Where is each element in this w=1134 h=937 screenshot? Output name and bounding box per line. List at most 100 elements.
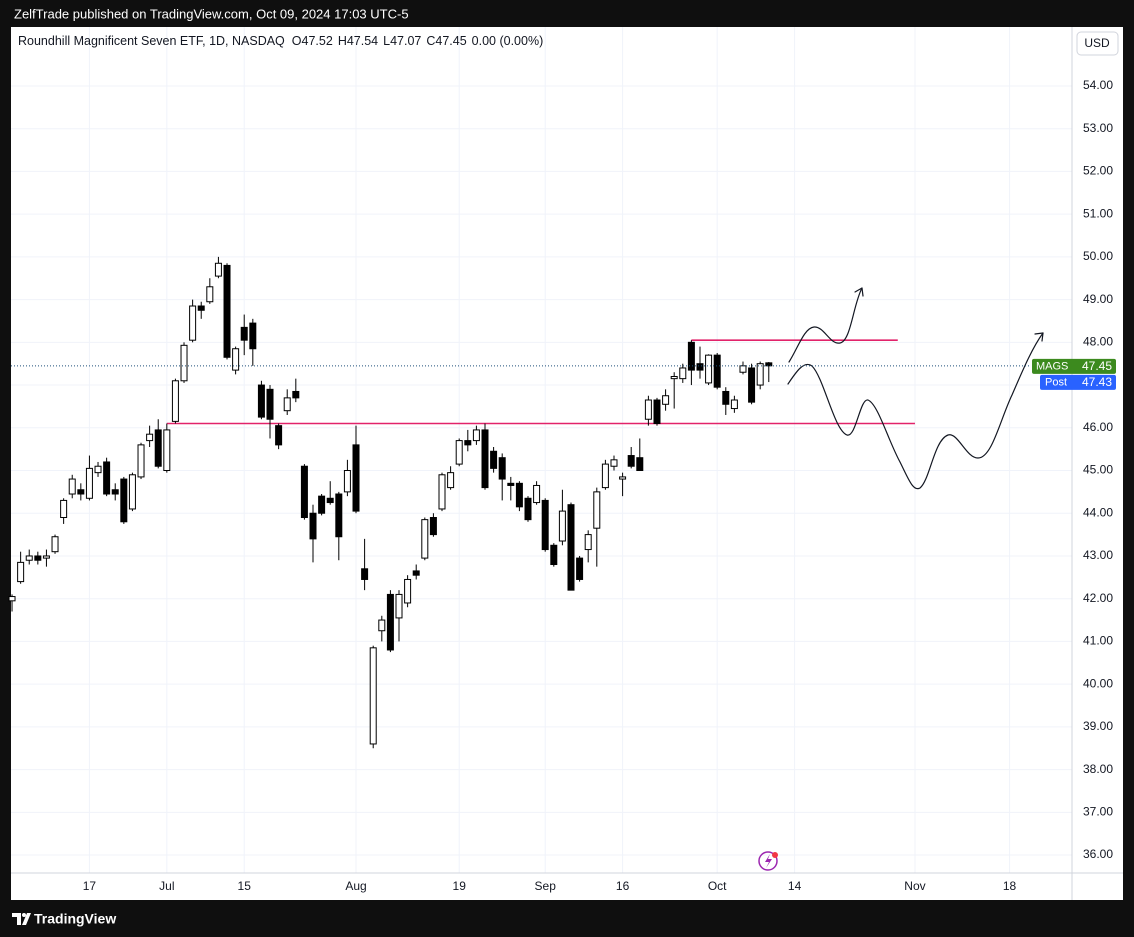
candle-body bbox=[68, 478, 76, 495]
candle-body bbox=[636, 457, 644, 472]
x-tick-label: 14 bbox=[788, 879, 802, 893]
currency[interactable]: USD bbox=[1084, 36, 1110, 50]
symbol-badge bbox=[1032, 358, 1116, 374]
candle-body bbox=[111, 489, 119, 495]
candle-body bbox=[94, 465, 102, 474]
x-tick-label: Nov bbox=[904, 879, 925, 893]
ohlc-key: O bbox=[292, 34, 302, 48]
candle-body bbox=[533, 484, 541, 504]
candle-body bbox=[369, 647, 377, 745]
candle-body bbox=[670, 376, 678, 380]
y-tick-label: 52.00 bbox=[1083, 164, 1113, 178]
candle-body bbox=[352, 444, 360, 512]
candle-body bbox=[730, 399, 738, 410]
candle-body bbox=[85, 467, 93, 499]
candle-body bbox=[739, 365, 747, 373]
candle-body bbox=[300, 465, 308, 519]
candle-body bbox=[644, 399, 652, 420]
ohlc-key: L bbox=[383, 34, 390, 48]
candle-body bbox=[515, 482, 523, 508]
candle-body bbox=[412, 570, 420, 576]
candle-body bbox=[146, 433, 154, 442]
candle-body bbox=[507, 482, 515, 486]
y-tick-label: 38.00 bbox=[1083, 762, 1113, 776]
y-tick-label: 46.00 bbox=[1083, 420, 1113, 434]
candle-body bbox=[627, 455, 635, 467]
y-tick-label: 44.00 bbox=[1083, 505, 1113, 519]
y-tick-label: 51.00 bbox=[1083, 206, 1113, 220]
candle-body bbox=[455, 440, 463, 465]
candle-body bbox=[335, 493, 343, 538]
candle-body bbox=[60, 499, 68, 519]
y-tick-label: 43.00 bbox=[1083, 548, 1113, 562]
post-price: 47.43 bbox=[1082, 375, 1112, 389]
candle-body bbox=[120, 478, 128, 523]
candle-body bbox=[662, 395, 670, 405]
y-tick-label: 36.00 bbox=[1083, 847, 1113, 861]
footer-brand: TradingView bbox=[34, 911, 116, 927]
x-tick-label: Jul bbox=[159, 879, 174, 893]
candle-body bbox=[266, 388, 274, 420]
icon-ring bbox=[758, 851, 778, 871]
ohlc-value: 47.07 bbox=[390, 34, 421, 48]
candle-body bbox=[498, 457, 506, 480]
candle-body bbox=[17, 561, 25, 583]
candle-body bbox=[189, 305, 197, 341]
currency-box[interactable] bbox=[1076, 31, 1119, 56]
candle-body bbox=[171, 380, 179, 422]
ohlc-key: C bbox=[426, 34, 435, 48]
candle-body bbox=[232, 348, 240, 371]
icon-bolt bbox=[765, 854, 772, 868]
x-tick-label: 16 bbox=[616, 879, 630, 893]
alert-icon[interactable] bbox=[758, 851, 778, 871]
candle-body bbox=[326, 497, 334, 504]
candle-body bbox=[756, 363, 764, 386]
candle-body bbox=[292, 390, 300, 399]
candle-body bbox=[472, 429, 480, 442]
candle-body bbox=[687, 341, 695, 371]
candle-body bbox=[765, 362, 773, 367]
candle-body bbox=[550, 544, 558, 566]
symbol-label: MAGS bbox=[1036, 361, 1068, 373]
grid bbox=[11, 27, 1072, 873]
y-tick-label: 50.00 bbox=[1083, 249, 1113, 263]
candle-body bbox=[464, 440, 472, 446]
publisher-line: ZelfTrade published on TradingView.com, … bbox=[14, 6, 409, 21]
candle-body bbox=[51, 536, 59, 553]
candle-body bbox=[309, 512, 317, 540]
ohlc-value: 47.45 bbox=[435, 34, 466, 48]
arrow-path bbox=[787, 332, 1044, 490]
candle-body bbox=[395, 593, 403, 619]
candle-body bbox=[696, 363, 704, 371]
candle-body bbox=[361, 568, 369, 580]
drawings bbox=[166, 339, 915, 425]
candle-body bbox=[653, 399, 661, 425]
candles bbox=[8, 256, 773, 749]
ohlc-key: H bbox=[338, 34, 347, 48]
change: 0.00 (0.00%) bbox=[472, 34, 544, 48]
candle-body bbox=[197, 305, 205, 311]
ohlc-value: 47.54 bbox=[347, 34, 378, 48]
y-tick-label: 54.00 bbox=[1083, 78, 1113, 92]
x-tick-label: Oct bbox=[708, 879, 727, 893]
y-tick-label: 49.00 bbox=[1083, 292, 1113, 306]
candle-body bbox=[378, 619, 386, 632]
candle-body bbox=[386, 593, 394, 651]
candle-body bbox=[180, 344, 188, 382]
candle-body bbox=[249, 322, 257, 350]
axes: 36.00 37.00 38.00 39.00 40.00 41.00 42.00 43.00… bbox=[11, 78, 1116, 893]
candle-body bbox=[275, 425, 283, 446]
candle-body bbox=[567, 504, 575, 591]
candle-body bbox=[610, 459, 618, 467]
legend-header: Roundhill Magnificent Seven ETF, 1D, NAS… bbox=[18, 34, 543, 48]
y-tick-label: 41.00 bbox=[1083, 634, 1113, 648]
candle-body bbox=[223, 264, 231, 358]
candle-body bbox=[421, 519, 429, 559]
chart-panel bbox=[11, 27, 1123, 900]
candle-body bbox=[77, 489, 85, 495]
arrowhead bbox=[1034, 332, 1044, 342]
y-tick-label: 40.00 bbox=[1083, 676, 1113, 690]
post-badge bbox=[1040, 374, 1116, 390]
candle-body bbox=[576, 557, 584, 580]
candle-body bbox=[490, 450, 498, 469]
